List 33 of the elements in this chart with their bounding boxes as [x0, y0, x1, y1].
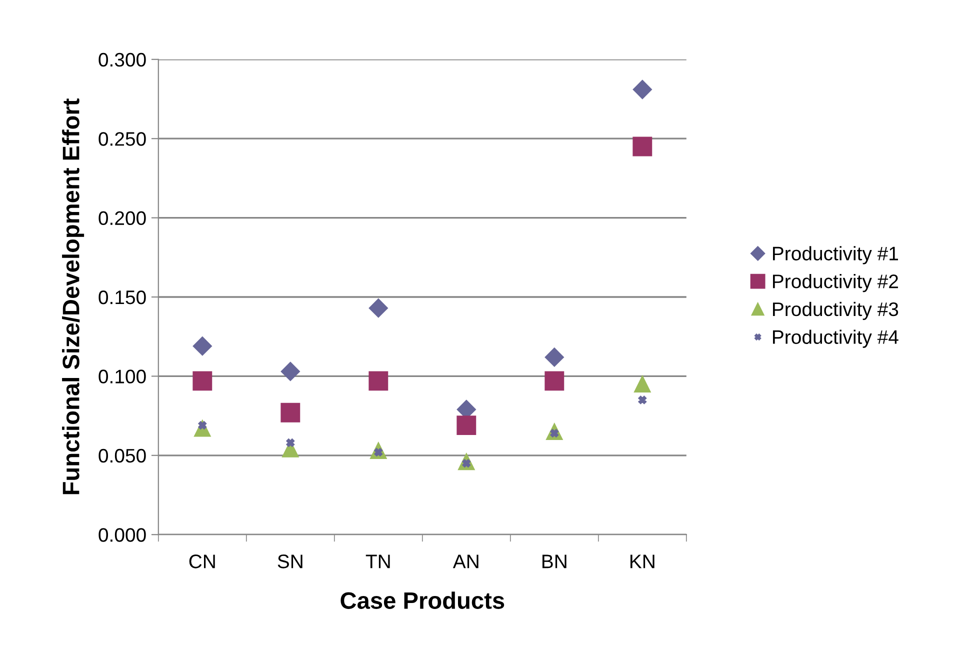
point	[280, 362, 300, 381]
x-tick-label: SN	[278, 554, 302, 568]
x-tick-label: BN	[542, 554, 566, 568]
point	[634, 376, 651, 392]
point	[286, 438, 295, 447]
point	[544, 348, 564, 367]
point	[368, 298, 388, 318]
point	[280, 402, 300, 422]
x-axis-title: Case Products	[340, 592, 504, 609]
x-tick-label: AN	[452, 554, 478, 568]
y-axis-title: Functional Size/Development Effort	[62, 98, 84, 494]
y-tick-label: 0.300	[98, 52, 146, 67]
y-tick-label: 0.050	[98, 448, 146, 463]
x-tick-label: CN	[189, 554, 215, 568]
point	[544, 371, 564, 391]
y-tick-label: 0.100	[98, 370, 146, 384]
y-tick-label: 0.150	[98, 290, 146, 304]
x-tick-label: TN	[366, 554, 390, 568]
point	[192, 371, 212, 391]
y-tick-label: 0.000	[98, 528, 146, 542]
legend-label: Productivity #4	[773, 330, 898, 348]
legend-label: Productivity #2	[773, 274, 898, 292]
legend-label: Productivity #1	[773, 246, 898, 264]
legend-label: Productivity #3	[773, 302, 898, 320]
point	[638, 396, 647, 404]
point	[632, 80, 652, 100]
point	[456, 416, 476, 436]
x-tick-label: KN	[630, 554, 654, 568]
y-tick-label: 0.250	[98, 132, 146, 146]
point	[368, 371, 388, 391]
y-tick-label: 0.200	[98, 211, 146, 226]
point	[632, 136, 652, 156]
point	[192, 336, 212, 356]
